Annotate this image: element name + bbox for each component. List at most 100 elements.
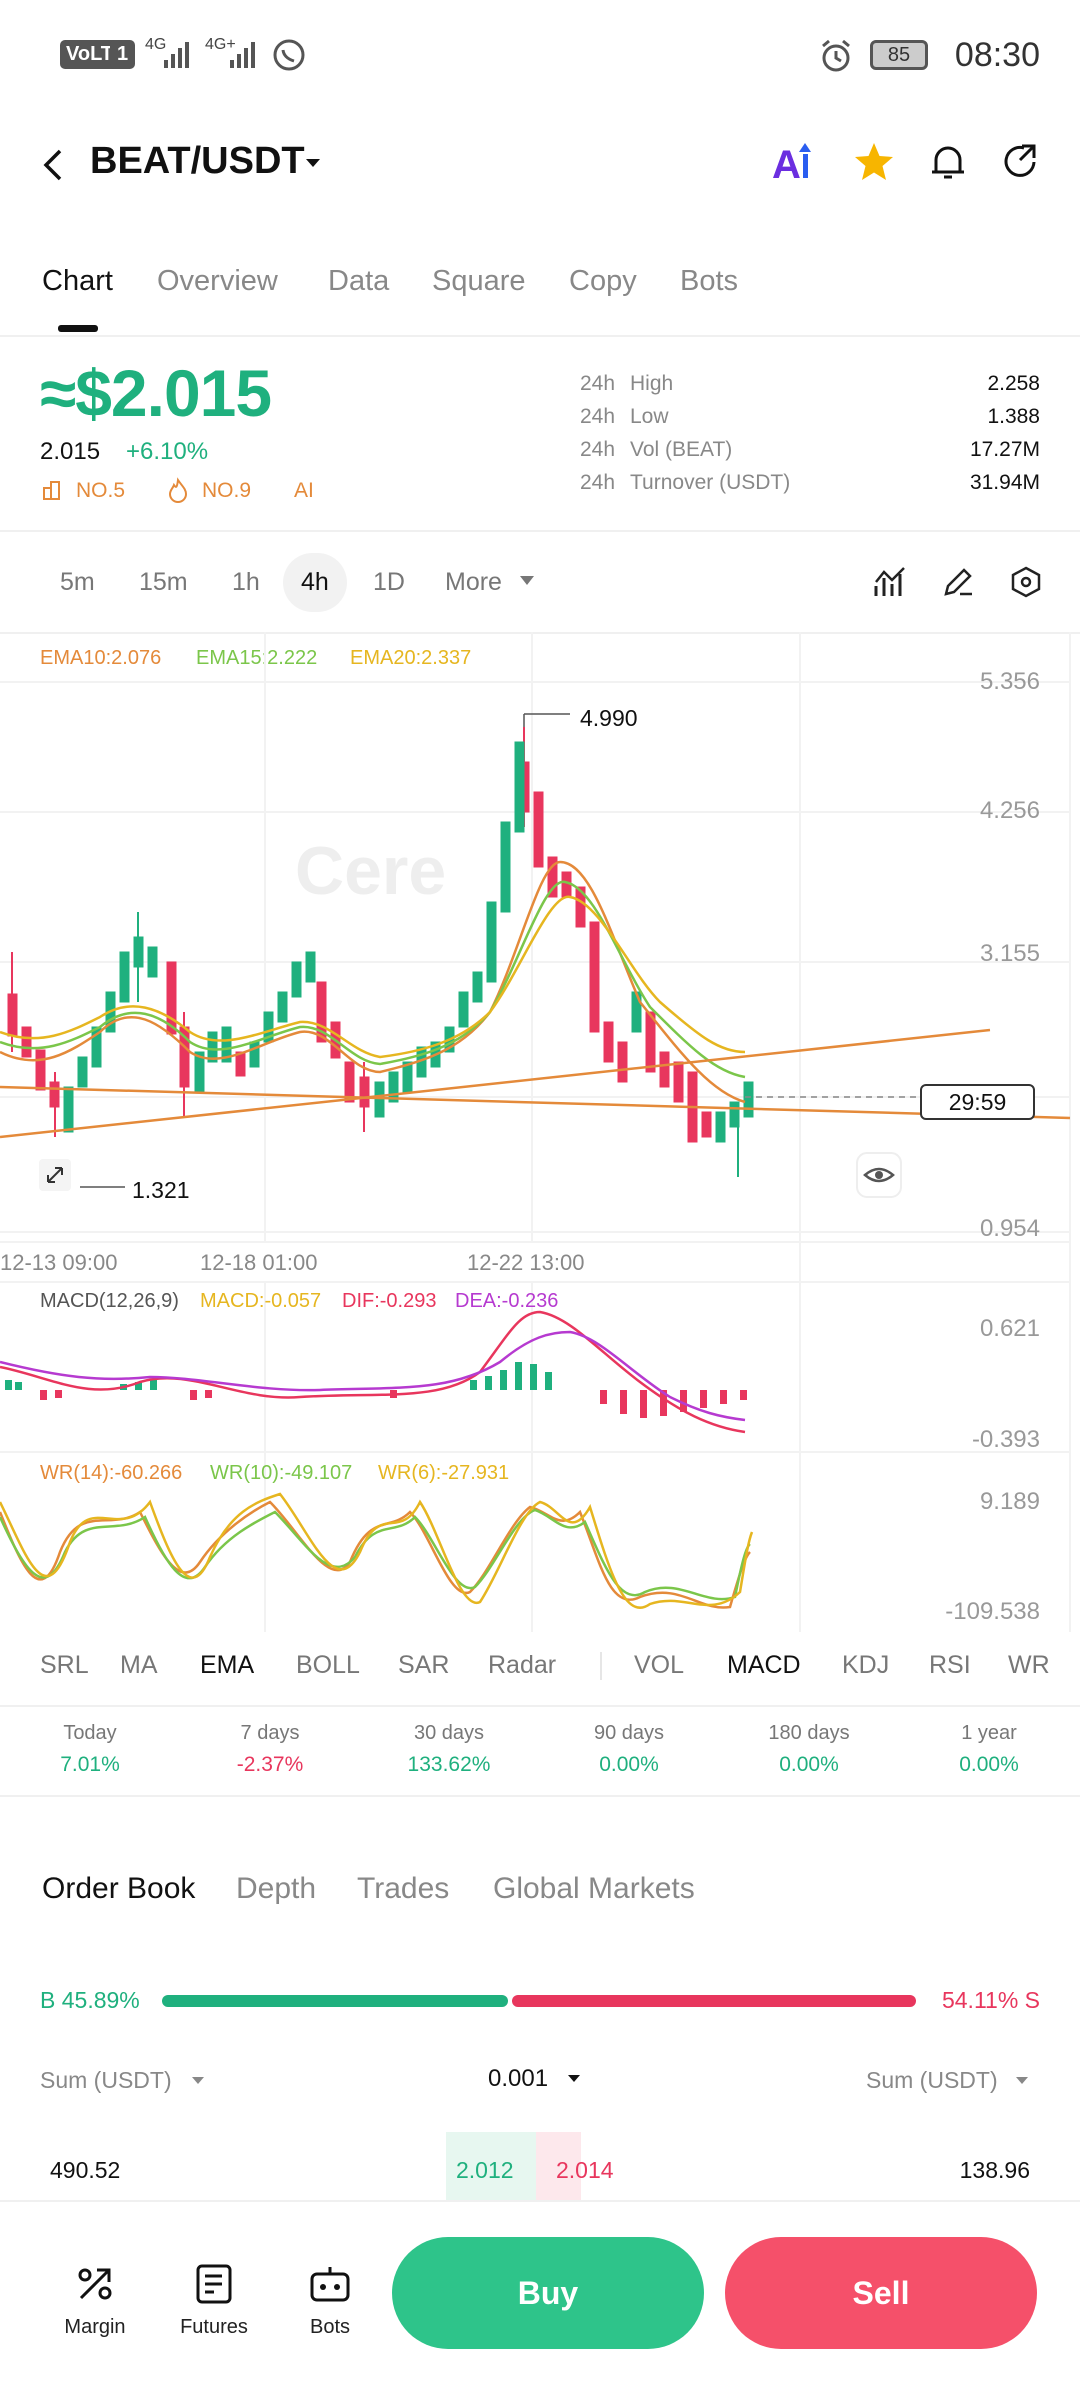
- tab-global-markets[interactable]: Global Markets: [493, 1872, 695, 1905]
- tab-square[interactable]: Square: [432, 265, 526, 297]
- back-icon[interactable]: [38, 145, 68, 185]
- low-label: 1.321: [132, 1177, 190, 1203]
- indicator-icon[interactable]: [872, 564, 908, 600]
- buy-ratio-label: B 45.89%: [40, 1987, 140, 2013]
- orderbook-ask-price[interactable]: 2.014: [556, 2157, 614, 2183]
- signal-icon-2: [230, 42, 255, 68]
- favorite-star-icon[interactable]: [852, 140, 896, 184]
- sell-button[interactable]: Sell: [725, 2237, 1037, 2349]
- tab-data[interactable]: Data: [328, 265, 390, 297]
- tab-bots[interactable]: Bots: [680, 265, 739, 297]
- ai-badge[interactable]: AI: [294, 479, 314, 502]
- wr10-value: WR(10):-49.107: [210, 1462, 353, 1484]
- indicator-wr[interactable]: WR: [1008, 1651, 1050, 1679]
- perf-30d: 30 days 133.62%: [407, 1722, 491, 1776]
- bottom-action-bar: Margin Futures Bots Buy Sell: [0, 2200, 1080, 2388]
- stat-value-vol: 17.27M: [969, 438, 1040, 461]
- divider: [0, 335, 1080, 337]
- ai-icon[interactable]: A: [770, 140, 824, 184]
- precision-select[interactable]: 0.001: [488, 2065, 549, 2092]
- indicator-ema[interactable]: EMA: [200, 1651, 255, 1679]
- perf-7d: 7 days -2.37%: [236, 1722, 304, 1776]
- ema15-legend: EMA15:2.222: [196, 647, 318, 669]
- draw-icon[interactable]: [940, 564, 976, 600]
- share-icon[interactable]: [998, 140, 1042, 184]
- settings-hex-icon[interactable]: [1008, 564, 1044, 600]
- expand-icon[interactable]: [38, 1158, 72, 1192]
- tab-order-book[interactable]: Order Book: [42, 1872, 196, 1905]
- stat-value-high: 2.258: [987, 372, 1040, 395]
- bell-icon[interactable]: [926, 140, 970, 184]
- rank-badge-2[interactable]: NO.9: [202, 479, 252, 502]
- chart-gridlines: [0, 632, 1071, 1632]
- orderbook-right-sum: 138.96: [959, 2157, 1030, 2183]
- stat-label: Low: [630, 405, 669, 428]
- divider: [0, 632, 1080, 634]
- price-chart[interactable]: Cere: [0, 632, 1080, 1632]
- orderbook-left-sum: 490.52: [50, 2157, 121, 2183]
- perf-90d: 90 days 0.00%: [593, 1722, 665, 1776]
- rank-badge-1[interactable]: NO.5: [76, 479, 126, 502]
- candles: [7, 727, 754, 1177]
- tab-overview[interactable]: Overview: [157, 265, 278, 297]
- x-tick: 12-13 09:00: [0, 1250, 118, 1275]
- high-marker-line: [523, 713, 570, 727]
- indicator-radar[interactable]: Radar: [488, 1651, 557, 1679]
- pair-dropdown-icon[interactable]: [303, 155, 323, 171]
- margin-icon: [78, 2268, 112, 2300]
- perf-today: Today 7.01%: [60, 1722, 120, 1776]
- ema10-legend: EMA10:2.076: [40, 647, 162, 669]
- tab-chart[interactable]: Chart: [42, 265, 113, 297]
- eye-icon[interactable]: [856, 1152, 902, 1198]
- futures-button[interactable]: Futures: [154, 2262, 274, 2339]
- timeframe-more[interactable]: More: [445, 568, 502, 596]
- sum-left-select[interactable]: Sum (USDT): [40, 2067, 172, 2093]
- bots-button[interactable]: Bots: [270, 2262, 390, 2339]
- buy-button[interactable]: Buy: [392, 2237, 704, 2349]
- stat-prefix: 24h: [580, 372, 616, 395]
- macd-y-tick: -0.393: [971, 1426, 1040, 1453]
- stat-prefix: 24h: [580, 438, 616, 461]
- tab-trades[interactable]: Trades: [357, 1872, 450, 1905]
- chevron-down-icon: [1016, 2077, 1028, 2084]
- pair-title[interactable]: BEAT/USDT: [90, 140, 305, 182]
- candle-countdown: 29:59: [920, 1084, 1035, 1120]
- sell-ratio-bar: [512, 1995, 916, 2007]
- ema20-legend: EMA20:2.337: [350, 647, 472, 669]
- whatsapp-icon: [273, 39, 305, 71]
- y-tick: 5.356: [979, 668, 1040, 695]
- timeframe-5m[interactable]: 5m: [60, 568, 95, 596]
- divider: [0, 1705, 1080, 1707]
- wr-y-tick: -109.538: [945, 1598, 1040, 1625]
- indicator-separator: [600, 1652, 602, 1680]
- status-bar: VoLTE 1 4G 4G+ 85 08:30: [0, 0, 1080, 110]
- tab-copy[interactable]: Copy: [569, 265, 637, 297]
- indicator-kdj[interactable]: KDJ: [842, 1651, 890, 1679]
- top-tabs: Chart Overview Data Square Copy Bots: [0, 265, 1080, 335]
- indicator-srl[interactable]: SRL: [40, 1651, 89, 1679]
- timeframe-1d[interactable]: 1D: [373, 568, 405, 596]
- wr6-value: WR(6):-27.931: [378, 1462, 510, 1484]
- fire-icon: [168, 477, 188, 503]
- timeframe-4h[interactable]: 4h: [283, 553, 347, 612]
- indicator-boll[interactable]: BOLL: [296, 1651, 360, 1679]
- orderbook-bid-price[interactable]: 2.012: [456, 2157, 514, 2183]
- tab-depth[interactable]: Depth: [236, 1872, 317, 1905]
- indicator-rsi[interactable]: RSI: [929, 1651, 971, 1679]
- bots-label: Bots: [309, 2316, 351, 2338]
- indicator-vol[interactable]: VOL: [634, 1651, 685, 1679]
- timeframe-15m[interactable]: 15m: [139, 568, 188, 596]
- rank-icon: [43, 481, 60, 500]
- wr14-value: WR(14):-60.266: [40, 1462, 183, 1484]
- margin-button[interactable]: Margin: [35, 2262, 155, 2339]
- indicator-macd[interactable]: MACD: [727, 1651, 801, 1679]
- indicator-sar[interactable]: SAR: [398, 1651, 450, 1679]
- indicator-ma[interactable]: MA: [120, 1651, 158, 1679]
- buy-ratio-bar: [162, 1995, 508, 2007]
- sum-right-select[interactable]: Sum (USDT): [866, 2067, 998, 2093]
- bot-icon: [310, 2267, 350, 2302]
- dif-value: DIF:-0.293: [342, 1290, 437, 1312]
- macd-histogram: [5, 1362, 747, 1418]
- timeframe-1h[interactable]: 1h: [232, 568, 260, 596]
- wr-y-tick: 9.189: [979, 1488, 1040, 1515]
